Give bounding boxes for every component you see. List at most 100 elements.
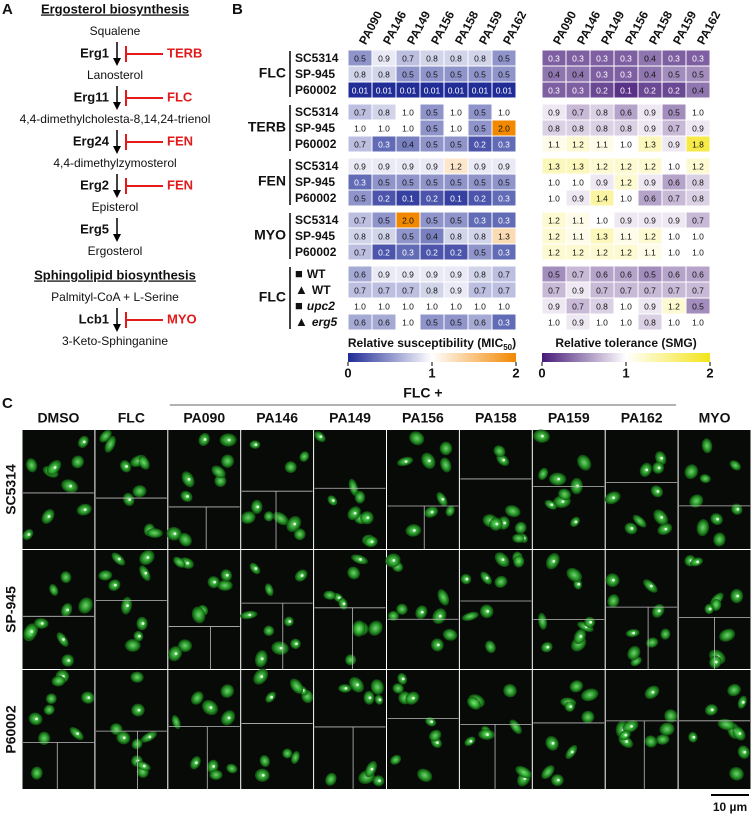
spot <box>174 652 178 656</box>
panel-label: C <box>2 395 13 412</box>
micrograph <box>385 550 459 669</box>
micrograph <box>168 670 241 789</box>
spot <box>710 708 714 712</box>
strain-marker: ▲ <box>295 314 308 329</box>
spot <box>356 683 359 687</box>
cell-value: 1.0 <box>402 123 414 133</box>
colorbar-tick-label: 2 <box>706 365 713 380</box>
cell-value: 0.2 <box>596 85 608 95</box>
spot <box>227 438 231 442</box>
cell-value: 0.5 <box>692 301 704 311</box>
cell-value: 0.3 <box>498 247 510 257</box>
spot <box>495 522 499 526</box>
spot <box>427 459 431 463</box>
cell-value: 0.3 <box>572 53 584 63</box>
cell-value: 0.8 <box>450 231 462 241</box>
cell-value: 0.5 <box>426 123 438 133</box>
cell <box>713 532 726 547</box>
drug-label: FLC <box>259 289 286 305</box>
cell-value: 0.7 <box>498 269 510 279</box>
cell-value: 0.7 <box>596 285 608 295</box>
cell-value: 0.6 <box>354 269 366 279</box>
column-label: PA146 <box>256 410 298 426</box>
cell-value: 0.01 <box>496 85 513 95</box>
spot <box>436 741 439 744</box>
cell-value: 1.2 <box>572 139 584 149</box>
cell-value: 0.9 <box>596 177 608 187</box>
strain-name: SC5314 <box>295 105 339 119</box>
colorbar-tick-label: 2 <box>512 365 519 380</box>
cell <box>513 555 525 568</box>
cell-value: 0.4 <box>548 69 560 79</box>
strain-name: WT <box>312 283 331 297</box>
spot <box>625 740 629 743</box>
cell-value: 0.9 <box>378 161 390 171</box>
strain-label: ▲ WT <box>295 282 331 297</box>
cell <box>632 514 647 528</box>
spot <box>486 733 489 736</box>
inhibitor: MYO <box>167 311 197 326</box>
pathway-heading: Ergosterol biosynthesis <box>41 1 189 16</box>
micrograph <box>95 429 168 549</box>
arrow-head <box>113 234 121 242</box>
cell-value: 1.2 <box>596 247 608 257</box>
spot <box>212 764 216 768</box>
cell <box>325 772 337 786</box>
cell-value: 1.1 <box>572 215 584 225</box>
cell-value: 0.3 <box>498 317 510 327</box>
drug-label: TERB <box>248 119 286 135</box>
strain-label: SC5314 <box>295 51 339 65</box>
micrograph-bg <box>605 550 678 669</box>
cell <box>717 718 735 731</box>
cell <box>38 731 51 746</box>
spot <box>27 533 31 536</box>
column-label: PA156 <box>402 410 444 426</box>
cell <box>537 612 548 630</box>
heatmap-cell <box>491 135 517 153</box>
cell-value: 0.5 <box>402 231 414 241</box>
cell <box>729 766 744 781</box>
cell <box>701 438 713 454</box>
spot <box>657 466 661 470</box>
spot <box>657 609 661 613</box>
cell-value: 0.2 <box>378 247 390 257</box>
cell <box>644 735 658 748</box>
strain-label: SC5314 <box>295 159 339 173</box>
cell-value: 0.9 <box>378 269 390 279</box>
cell-value: 1.0 <box>354 123 366 133</box>
strain-marker: ■ <box>295 298 303 313</box>
spot <box>430 510 434 514</box>
heatmap-cell <box>685 135 711 153</box>
colorbar <box>542 353 710 362</box>
spot <box>632 631 636 635</box>
spot <box>714 660 718 664</box>
compound: 4,4-dimethylzymosterol <box>53 156 176 170</box>
cell-value: 0.7 <box>572 107 584 117</box>
cell <box>645 637 659 648</box>
column-label: PA149 <box>329 410 371 426</box>
column-label: PA158 <box>475 410 517 426</box>
cell <box>178 532 192 547</box>
spot <box>35 717 38 721</box>
strain-name: P60002 <box>295 83 337 97</box>
strain-label: SP-945 <box>295 121 335 135</box>
cell <box>581 710 595 724</box>
cell <box>392 683 404 694</box>
cell-value: 1.0 <box>620 139 632 149</box>
cell-value: 0.8 <box>596 301 608 311</box>
spot <box>30 630 34 633</box>
cell-value: 1.0 <box>620 317 632 327</box>
spot <box>173 532 177 536</box>
strain-name: erg5 <box>312 315 338 329</box>
cell-value: 0.6 <box>596 269 608 279</box>
cell <box>130 671 144 683</box>
cell-value: 0.3 <box>498 139 510 149</box>
strain-marker: ■ <box>295 266 303 281</box>
spot <box>420 610 424 614</box>
spot <box>366 516 370 520</box>
strain-label: ▲ erg5 <box>295 314 338 329</box>
spot <box>293 522 297 526</box>
cell-value: 0.4 <box>426 231 438 241</box>
spot <box>331 499 335 502</box>
colorbar-title-sub: 50 <box>503 343 512 352</box>
